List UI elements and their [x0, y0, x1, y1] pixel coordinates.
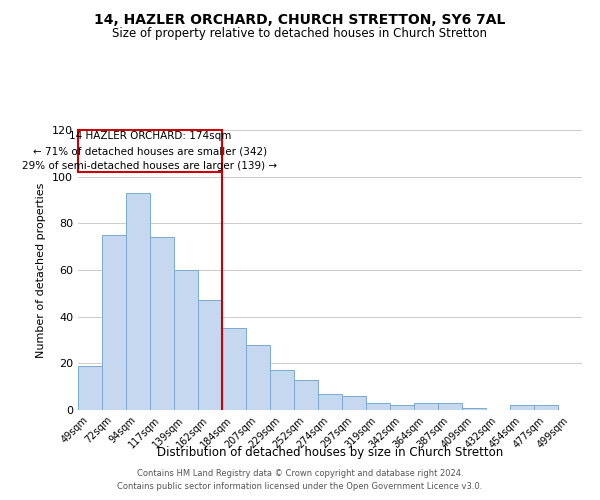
Bar	[414, 403, 438, 410]
Bar	[390, 406, 414, 410]
Bar	[438, 403, 462, 410]
Bar	[534, 406, 558, 410]
Bar	[78, 366, 102, 410]
Bar	[102, 235, 126, 410]
Bar	[270, 370, 294, 410]
Bar	[318, 394, 342, 410]
Bar	[126, 193, 150, 410]
Text: 14, HAZLER ORCHARD, CHURCH STRETTON, SY6 7AL: 14, HAZLER ORCHARD, CHURCH STRETTON, SY6…	[94, 12, 506, 26]
FancyBboxPatch shape	[78, 130, 222, 172]
Text: Size of property relative to detached houses in Church Stretton: Size of property relative to detached ho…	[113, 28, 487, 40]
Bar	[510, 406, 534, 410]
Bar	[342, 396, 366, 410]
Bar	[462, 408, 486, 410]
Text: Distribution of detached houses by size in Church Stretton: Distribution of detached houses by size …	[157, 446, 503, 459]
Bar	[174, 270, 198, 410]
Text: 14 HAZLER ORCHARD: 174sqm
← 71% of detached houses are smaller (342)
29% of semi: 14 HAZLER ORCHARD: 174sqm ← 71% of detac…	[22, 131, 278, 171]
Bar	[246, 344, 270, 410]
Bar	[366, 403, 390, 410]
Bar	[198, 300, 222, 410]
Bar	[294, 380, 318, 410]
Bar	[150, 238, 174, 410]
Text: Contains HM Land Registry data © Crown copyright and database right 2024.
Contai: Contains HM Land Registry data © Crown c…	[118, 470, 482, 491]
Y-axis label: Number of detached properties: Number of detached properties	[37, 182, 46, 358]
Bar	[222, 328, 246, 410]
